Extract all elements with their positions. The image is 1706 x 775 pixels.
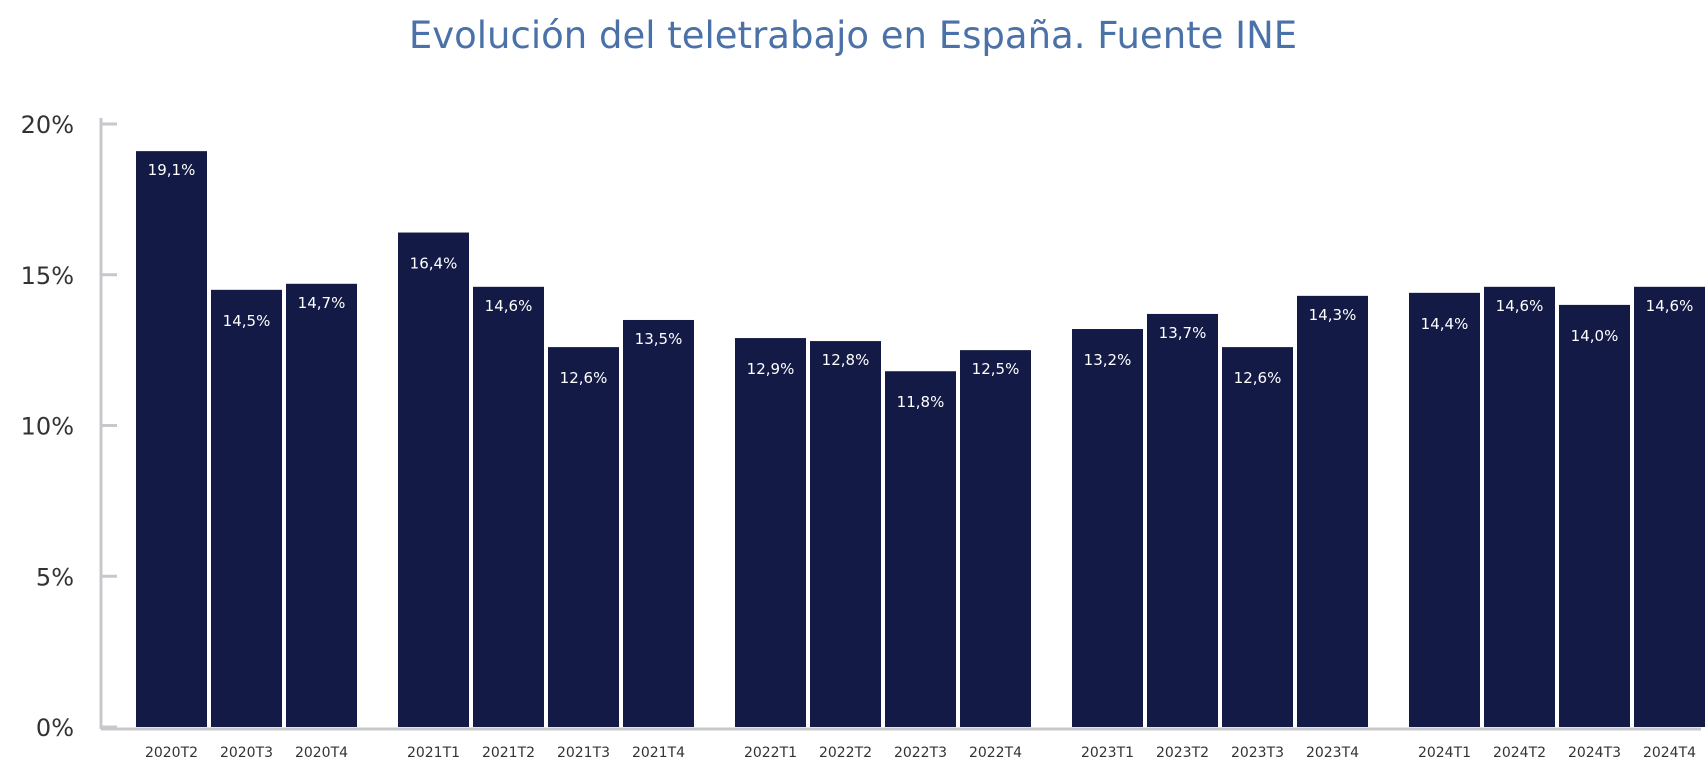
x-tick-label: 2022T4 bbox=[969, 745, 1022, 761]
x-tick-label: 2024T2 bbox=[1493, 745, 1546, 761]
data-label: 14,6% bbox=[485, 297, 533, 315]
x-tick-label: 2024T3 bbox=[1568, 745, 1621, 761]
data-label: 11,8% bbox=[897, 393, 945, 411]
bar bbox=[1634, 286, 1705, 727]
data-label: 14,6% bbox=[1646, 297, 1694, 315]
x-tick-label: 2023T2 bbox=[1156, 745, 1209, 761]
bar bbox=[810, 341, 881, 727]
bar bbox=[398, 232, 469, 728]
bar bbox=[1484, 286, 1555, 727]
x-tick-label: 2023T4 bbox=[1306, 745, 1359, 761]
x-tick-label: 2020T4 bbox=[295, 745, 348, 761]
y-tick-label: 10% bbox=[21, 413, 74, 441]
data-label: 14,7% bbox=[298, 294, 346, 312]
bar bbox=[1559, 304, 1630, 727]
data-label: 13,5% bbox=[635, 330, 683, 348]
data-label: 14,3% bbox=[1309, 306, 1357, 324]
data-label: 12,8% bbox=[822, 351, 870, 369]
data-label: 12,6% bbox=[560, 369, 608, 387]
x-tick-label: 2021T3 bbox=[557, 745, 610, 761]
x-tick-label: 2020T2 bbox=[145, 745, 198, 761]
x-tick-label: 2023T3 bbox=[1231, 745, 1284, 761]
data-label: 12,6% bbox=[1234, 369, 1282, 387]
y-tick-label: 20% bbox=[21, 111, 74, 139]
bar bbox=[136, 151, 207, 727]
x-tick-label: 2021T1 bbox=[407, 745, 460, 761]
x-tick-label: 2023T1 bbox=[1081, 745, 1134, 761]
data-label: 14,0% bbox=[1571, 327, 1619, 345]
bar bbox=[1222, 347, 1293, 727]
chart-title: Evolución del teletrabajo en España. Fue… bbox=[408, 14, 1298, 57]
data-label: 12,5% bbox=[972, 360, 1020, 378]
data-label: 13,7% bbox=[1159, 324, 1207, 342]
data-label: 14,5% bbox=[223, 312, 271, 330]
bar bbox=[623, 319, 694, 727]
y-tick-label: 5% bbox=[36, 563, 74, 591]
x-tick-label: 2021T2 bbox=[482, 745, 535, 761]
x-tick-label: 2024T4 bbox=[1643, 745, 1696, 761]
x-tick-label: 2020T3 bbox=[220, 745, 273, 761]
bar bbox=[473, 286, 544, 727]
x-tick-label: 2022T1 bbox=[744, 745, 797, 761]
bar bbox=[960, 350, 1031, 727]
bar bbox=[735, 338, 806, 727]
data-label: 13,2% bbox=[1084, 351, 1132, 369]
data-label: 14,4% bbox=[1421, 315, 1469, 333]
x-tick-label: 2021T4 bbox=[632, 745, 685, 761]
y-tick-label: 15% bbox=[21, 262, 74, 290]
data-label: 14,6% bbox=[1496, 297, 1544, 315]
bar bbox=[1297, 295, 1368, 727]
bar bbox=[885, 371, 956, 727]
x-tick-label: 2022T3 bbox=[894, 745, 947, 761]
bar bbox=[548, 347, 619, 727]
bar bbox=[1409, 292, 1480, 727]
y-tick-label: 0% bbox=[36, 714, 74, 742]
data-label: 12,9% bbox=[747, 360, 795, 378]
data-label: 16,4% bbox=[410, 255, 458, 273]
data-label: 19,1% bbox=[148, 161, 196, 179]
x-tick-label: 2022T2 bbox=[819, 745, 872, 761]
bar bbox=[286, 283, 357, 727]
bar bbox=[1147, 313, 1218, 727]
x-tick-label: 2024T1 bbox=[1418, 745, 1471, 761]
bar bbox=[1072, 329, 1143, 727]
bar bbox=[211, 289, 282, 727]
